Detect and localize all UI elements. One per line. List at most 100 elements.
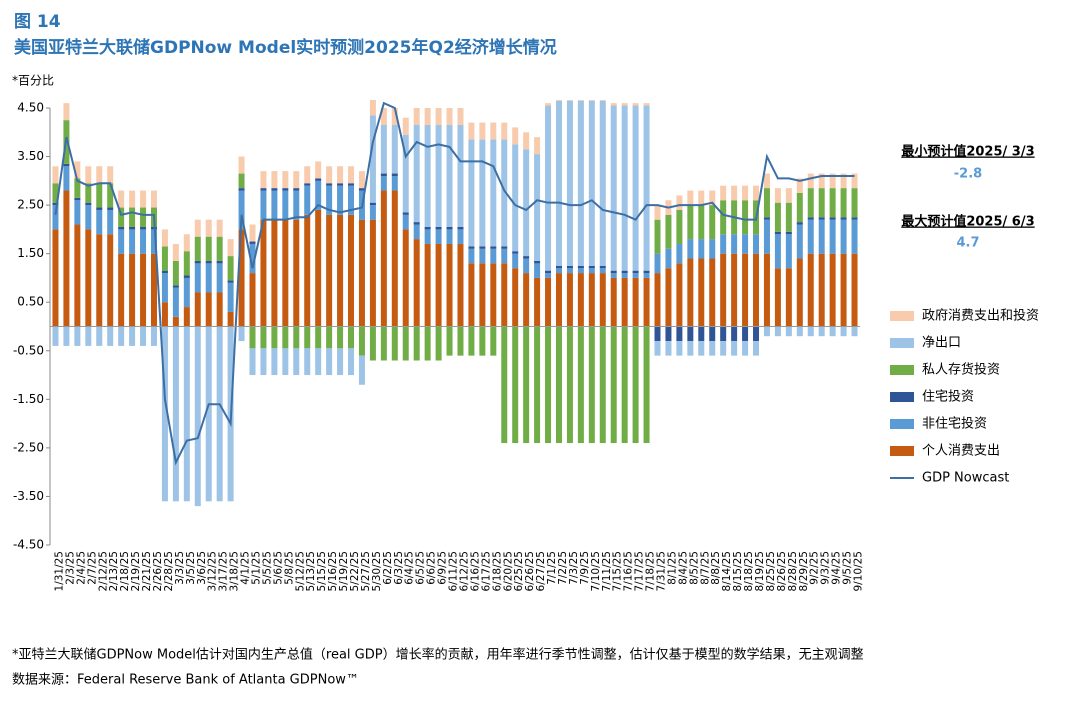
chart-title: 美国亚特兰大联储GDPNow Model实时预测2025年Q2经济增长情况	[14, 37, 557, 58]
bar-segment	[709, 239, 716, 259]
bar-segment	[369, 100, 376, 116]
x-tick-label: 6/12/25	[458, 551, 470, 591]
bar-segment	[818, 188, 825, 218]
bar-segment	[424, 108, 431, 125]
bar-segment	[74, 326, 81, 346]
bar-segment	[807, 173, 814, 189]
bar-segment	[698, 326, 705, 342]
y-tick-label: 0.50	[17, 295, 44, 309]
bar-segment	[260, 326, 267, 349]
legend-swatch	[890, 392, 914, 402]
bar-segment	[709, 258, 716, 327]
bar-segment	[566, 265, 573, 269]
bar-segment	[216, 263, 223, 293]
x-tick-label: 3/12/25	[207, 551, 219, 591]
bar-segment	[413, 108, 420, 125]
x-tick-label: 8/5/25	[688, 551, 700, 585]
bar-segment	[621, 326, 628, 444]
x-tick-label: 8/7/25	[699, 551, 711, 585]
x-tick-label: 5/8/25	[283, 551, 295, 585]
x-tick-label: 2/3/25	[64, 551, 76, 585]
bar-segment	[348, 214, 355, 327]
bar-segment	[227, 256, 234, 281]
bar-segment	[172, 326, 179, 502]
bar-segment	[490, 326, 497, 356]
min-label: 最小预计值2025/ 3/3	[901, 144, 1034, 160]
bar-segment	[293, 348, 300, 376]
bar-segment	[63, 190, 70, 327]
bar-segment	[534, 137, 541, 155]
bar-segment	[63, 163, 70, 167]
bar-segment	[621, 105, 628, 271]
bar-segment	[588, 273, 595, 327]
plot	[52, 100, 858, 507]
bar-segment	[818, 173, 825, 189]
bar-segment	[118, 190, 125, 208]
bar-segment	[588, 326, 595, 444]
x-tick-label: 8/28/25	[787, 551, 799, 591]
bar-segment	[555, 273, 562, 327]
bar-segment	[720, 200, 727, 235]
bar-segment	[566, 326, 573, 444]
bar-segment	[304, 348, 311, 376]
bar-segment	[840, 219, 847, 254]
bar-segment	[238, 229, 245, 327]
bar-segment	[216, 260, 223, 264]
bar-segment	[107, 166, 114, 184]
x-tick-label: 9/3/25	[820, 551, 832, 585]
bar-segment	[315, 161, 322, 179]
x-tick-label: 2/7/25	[86, 551, 98, 585]
bar-segment	[402, 326, 409, 361]
bar-segment	[621, 270, 628, 274]
y-tick-label: -0.50	[13, 343, 44, 357]
bar-segment	[227, 280, 234, 283]
bar-segment	[643, 326, 650, 444]
bar-segment	[610, 105, 617, 271]
bar-segment	[326, 348, 333, 376]
bar-segment	[402, 214, 409, 230]
x-tick-label: 7/3/25	[568, 551, 580, 585]
bar-segment	[796, 224, 803, 259]
bar-segment	[249, 224, 256, 242]
bar-segment	[52, 166, 59, 184]
x-tick-label: 3/18/25	[229, 551, 241, 591]
bar-segment	[851, 173, 858, 189]
bar-segment	[424, 124, 431, 227]
x-tick-label: 6/16/25	[469, 551, 481, 591]
bar-segment	[742, 200, 749, 235]
x-tick-label: 6/20/25	[502, 551, 514, 591]
bar-segment	[720, 234, 727, 254]
bar-segment	[96, 166, 103, 184]
x-tick-label: 6/25/25	[513, 551, 525, 591]
bar-segment	[840, 173, 847, 189]
x-tick-label: 6/27/25	[535, 551, 547, 591]
bar-segment	[588, 265, 595, 269]
bar-segment	[348, 183, 355, 186]
x-tick-label: 6/4/25	[404, 551, 416, 585]
bar-segment	[337, 166, 344, 184]
bar-segment	[566, 100, 573, 101]
bar-segment	[391, 173, 398, 176]
bar-segment	[490, 139, 497, 247]
bar-segment	[796, 258, 803, 327]
bar-segment	[457, 243, 464, 327]
x-tick-label: 2/19/25	[130, 551, 142, 591]
bar-segment	[358, 355, 365, 385]
bar-segment	[161, 229, 168, 247]
bar-segment	[271, 171, 278, 189]
bar-segment	[227, 239, 234, 257]
bar-segment	[512, 144, 519, 252]
bar-segment	[774, 268, 781, 327]
bar-segment	[840, 188, 847, 218]
bar-segment	[293, 190, 300, 220]
bar-segment	[720, 326, 727, 342]
bar-segment	[304, 326, 311, 349]
x-tick-label: 8/26/25	[776, 551, 788, 591]
bar-segment	[348, 326, 355, 349]
bar-segment	[534, 260, 541, 264]
bar-segment	[698, 239, 705, 259]
nowcast-line	[54, 101, 855, 466]
bar-segment	[183, 277, 190, 308]
bar-segment	[205, 260, 212, 264]
